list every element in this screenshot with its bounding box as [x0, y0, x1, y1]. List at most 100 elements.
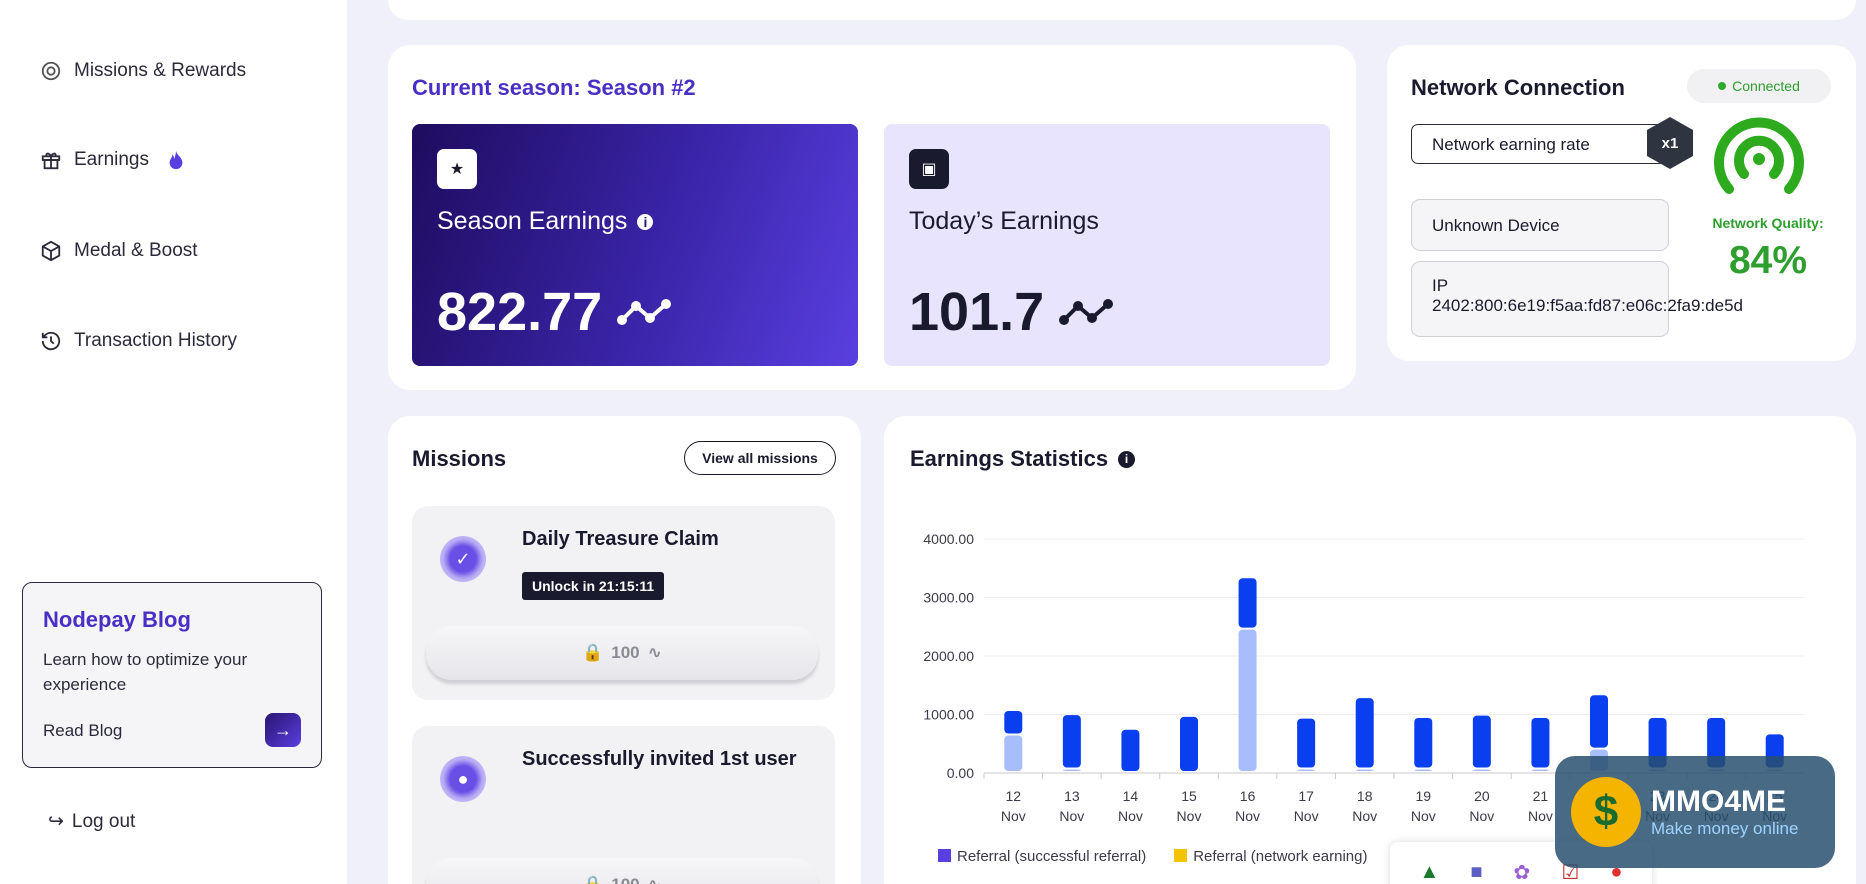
x-tick-label: Nov [1469, 808, 1494, 824]
bar-segment-dark [1180, 716, 1198, 771]
bar-segment-light [1472, 769, 1491, 771]
sidebar: Missions & Rewards Earnings Medal & Boos… [0, 0, 347, 884]
x-tick-label: 12 [1005, 788, 1021, 804]
x-tick-label: 16 [1240, 788, 1256, 804]
legend-item[interactable]: Referral (successful referral) [938, 848, 1146, 865]
unlock-timer: Unlock in 21:15:11 [522, 572, 665, 600]
x-tick-label: 15 [1181, 788, 1197, 804]
y-tick-label: 2000.00 [923, 648, 974, 664]
sidebar-item-label: Earnings [74, 149, 149, 170]
season-title: Current season: Season #2 [412, 75, 696, 100]
star-icon: ★ [437, 149, 477, 189]
bar-segment-dark [1004, 710, 1023, 734]
season-card: Current season: Season #2 ★ Season Earni… [388, 45, 1356, 390]
blog-card: Nodepay Blog Learn how to optimize your … [22, 582, 322, 768]
x-tick-label: Nov [1177, 808, 1202, 824]
mission-name: Daily Treasure Claim [522, 528, 719, 550]
view-all-missions-button[interactable]: View all missions [684, 441, 836, 475]
bar-segment-dark [1062, 715, 1081, 768]
bar-segment-dark [1297, 718, 1316, 768]
sidebar-item-label: Missions & Rewards [74, 60, 247, 81]
sidebar-item-label: Transaction History [74, 330, 237, 351]
x-tick-label: 17 [1298, 788, 1314, 804]
top-card [388, 0, 1856, 20]
x-tick-label: Nov [1235, 808, 1260, 824]
claim-reward-button[interactable]: 🔒 100 ∿ [426, 626, 818, 680]
today-earnings-label: Today’s Earnings [909, 207, 1099, 235]
points-icon [1059, 299, 1114, 325]
x-tick-label: 19 [1415, 788, 1431, 804]
network-quality-value: 84% [1728, 239, 1808, 282]
sidebar-item-transactions[interactable]: Transaction History [40, 330, 237, 352]
sidebar-item-medal[interactable]: Medal & Boost [40, 240, 198, 262]
logout-button[interactable]: ↪ Log out [48, 810, 135, 833]
blog-title: Nodepay Blog [43, 607, 191, 632]
ip-label: IP [1432, 276, 1449, 295]
arrow-right-icon[interactable]: → [265, 713, 301, 747]
lock-icon: 🔒 [582, 643, 604, 662]
y-tick-label: 0.00 [947, 765, 974, 781]
network-card: Network Connection Connected Network ear… [1387, 45, 1856, 361]
bar-segment-light [1297, 769, 1316, 771]
network-quality-label: Network Quality: [1712, 215, 1824, 231]
connection-status-badge: Connected [1687, 69, 1831, 103]
chart-app-icon[interactable]: ▲ [1419, 860, 1440, 883]
bar-segment-dark [1121, 729, 1140, 771]
logout-icon: ↪ [48, 811, 64, 832]
ip-value: 2402:800:6e19:f5aa:fd87:e06c:2fa9:de5d [1432, 296, 1744, 315]
bar-segment-dark [1590, 695, 1608, 748]
x-tick-label: 13 [1064, 788, 1080, 804]
points-icon: ∿ [647, 643, 662, 662]
teams-icon[interactable]: ■ [1470, 860, 1483, 883]
flame-icon [169, 150, 183, 170]
watermark-logo: $ MMO4ME Make money online [1555, 756, 1835, 868]
blog-description: Learn how to optimize your experience [43, 650, 248, 694]
connection-status: Connected [1732, 78, 1800, 94]
network-title: Network Connection [1411, 75, 1625, 100]
bar-segment-light [1531, 769, 1550, 771]
season-earnings-label: Season Earnings [437, 207, 628, 235]
x-tick-label: Nov [1059, 808, 1084, 824]
info-icon[interactable]: i [1118, 450, 1136, 468]
bar-segment-dark [1707, 718, 1726, 768]
x-tick-label: 20 [1474, 788, 1490, 804]
feather-icon[interactable]: ✿ [1513, 861, 1531, 884]
points-icon [617, 299, 672, 325]
status-dot-icon [1718, 82, 1727, 90]
y-tick-label: 3000.00 [923, 590, 974, 606]
dollar-coin-icon: $ [1571, 777, 1641, 847]
info-icon[interactable]: i [637, 213, 654, 230]
bar-segment-dark [1238, 578, 1257, 628]
check-badge-icon: ✓ [440, 536, 486, 582]
y-tick-label: 1000.00 [923, 707, 974, 723]
bar-segment-dark [1414, 718, 1433, 768]
network-earning-rate: Network earning rate [1411, 124, 1666, 164]
x-tick-label: Nov [1528, 808, 1553, 824]
season-earnings-value: 822.77 [437, 282, 603, 342]
chart-legend: Referral (successful referral) Referral … [938, 848, 1367, 865]
sidebar-item-earnings[interactable]: Earnings [40, 149, 187, 171]
watermark-brand: MMO4ME [1651, 785, 1786, 818]
x-tick-label: 18 [1357, 788, 1373, 804]
today-earnings-box: ▣ Today’s Earnings 101.7 [884, 124, 1330, 366]
lock-icon: 🔒 [582, 875, 603, 884]
sidebar-item-label: Medal & Boost [74, 240, 198, 261]
bar-segment-light [1414, 769, 1433, 771]
claim-reward-button[interactable]: 🔒 100 ∿ [426, 858, 818, 884]
statistics-title: Earnings Statistics [910, 446, 1109, 471]
bar-segment-dark [1648, 718, 1667, 768]
mission-name: Successfully invited 1st user [522, 748, 797, 770]
read-blog-link[interactable]: Read Blog [43, 721, 123, 740]
bar-segment-dark [1472, 715, 1491, 768]
bar-segment-dark [1531, 718, 1550, 768]
x-tick-label: Nov [1001, 808, 1026, 824]
bar-segment-light [1062, 769, 1081, 771]
x-tick-label: Nov [1352, 808, 1377, 824]
bar-segment-light [1004, 735, 1023, 771]
device-field: Unknown Device [1411, 199, 1669, 251]
legend-item[interactable]: Referral (network earning) [1174, 848, 1367, 865]
today-earnings-value: 101.7 [909, 282, 1045, 342]
bar-segment-light [1238, 629, 1257, 771]
sidebar-item-missions[interactable]: Missions & Rewards [40, 60, 246, 82]
watermark-tagline: Make money online [1651, 819, 1799, 838]
